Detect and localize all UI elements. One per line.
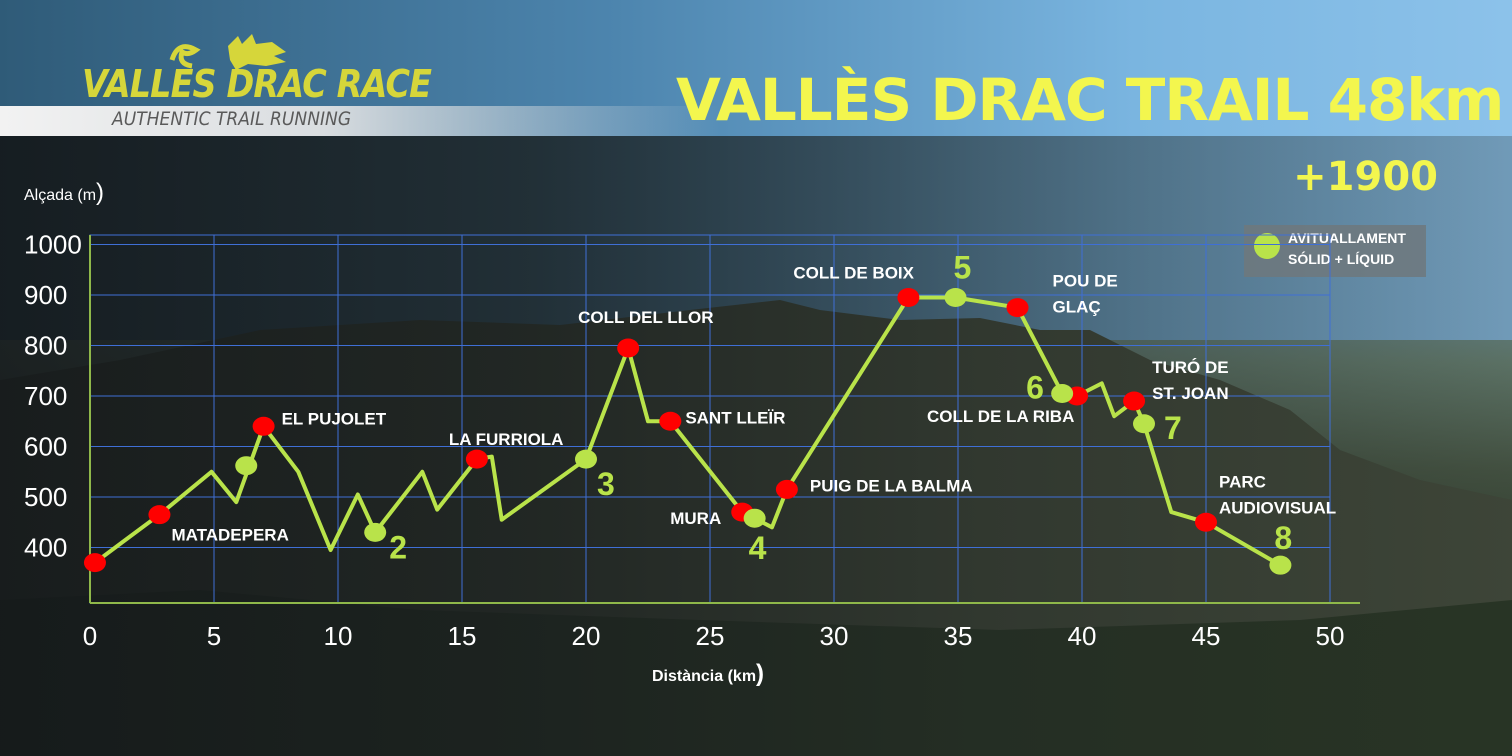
checkpoint-marker [659,411,682,431]
checkpoint-marker [83,553,106,573]
x-tick-label: 25 [696,621,725,651]
y-tick-label: 600 [24,432,67,462]
x-tick-label: 10 [324,621,353,651]
checkpoint-label: PUIG DE LA BALMA [810,476,973,495]
checkpoint-label: EL PUJOLET [282,409,387,428]
x-axis-title: Distància (km) [652,660,764,687]
elevation-gain: +1900 [1293,154,1438,200]
logo-tagline: AUTHENTIC TRAIL RUNNING [112,108,352,130]
x-tick-label: 5 [207,621,221,651]
aid-station-number: 6 [1026,369,1044,405]
x-tick-label: 40 [1068,621,1097,651]
checkpoint-marker [465,449,488,469]
legend: AVITUALLAMENT SÓLID + LÍQUID [1244,225,1426,277]
aid-station-number: 4 [749,530,767,566]
aid-station-number: 8 [1274,520,1292,556]
checkpoint-marker [1195,512,1217,532]
y-tick-label: 400 [24,533,67,563]
route-markers [83,288,1292,575]
aid-station-number: 7 [1164,410,1182,446]
checkpoint-label: COLL DE LA RIBA [927,407,1074,426]
x-tick-label: 0 [83,621,97,651]
legend-line-2: SÓLID + LÍQUID [1288,251,1395,267]
checkpoint-marker [252,416,275,436]
aid-station-marker [743,508,766,528]
route-labels: MATADEPERA EL PUJOLET LA FURRIOLA COLL DEL … [171,250,1336,567]
checkpoint-marker [775,479,798,499]
checkpoint-label: POU DE GLAÇ [1053,272,1118,317]
chart-grid [89,234,1360,604]
aid-station-marker [1269,555,1292,575]
x-tick-label: 35 [944,621,973,651]
aid-station-number: 2 [389,529,407,565]
aid-station-marker [235,456,258,476]
legend-line-1: AVITUALLAMENT [1288,230,1406,246]
checkpoint-label: SANT LLEÏR [685,408,785,427]
x-tick-label: 15 [448,621,477,651]
aid-station-marker [944,288,967,308]
y-tick-label: 800 [24,331,67,361]
x-tick-label: 20 [572,621,601,651]
dragon-logo-icon [169,34,286,70]
checkpoint-marker [1123,391,1146,411]
y-tick-label: 900 [24,280,67,310]
checkpoint-label: COLL DE BOIX [793,264,914,283]
logo-band [0,106,720,136]
checkpoint-label: MURA [670,509,721,528]
aid-station-marker [575,449,597,469]
x-tick-label: 50 [1316,621,1345,651]
aid-station-marker [1051,383,1074,403]
elevation-line [93,295,1282,567]
elevation-profile [93,295,1282,567]
checkpoint-label: MATADEPERA [171,526,288,545]
y-tick-label: 1000 [24,230,82,260]
race-title: VALLÈS DRAC TRAIL 48km [676,66,1504,134]
checkpoint-label: PARC AUDIOVISUAL [1219,472,1336,517]
logo-wordmark: VALLÈS DRAC RACE [82,62,432,106]
aid-station-legend-icon [1254,233,1280,259]
checkpoint-label: TURÓ DE ST. JOAN [1152,358,1229,403]
checkpoint-marker [148,505,171,525]
aid-station-marker [364,522,387,542]
aid-station-number: 3 [597,466,615,502]
y-tick-label: 500 [24,482,67,512]
checkpoint-label: LA FURRIOLA [449,430,564,449]
y-tick-label: 700 [24,381,67,411]
checkpoint-label: COLL DEL LLOR [578,308,713,327]
aid-station-number: 5 [954,250,972,286]
x-tick-labels: 0 5 10 15 20 25 30 35 40 45 50 [83,621,1345,651]
legend-label: AVITUALLAMENT SÓLID + LÍQUID [1288,228,1424,270]
y-tick-labels: 400 500 600 700 800 900 1000 [24,230,82,563]
y-axis-title: Alçada (m) [24,179,104,206]
checkpoint-marker [897,288,920,308]
checkpoint-marker [1006,298,1029,318]
checkpoint-marker [617,338,640,358]
aid-station-marker [1133,414,1155,434]
x-tick-label: 45 [1192,621,1221,651]
x-tick-label: 30 [820,621,849,651]
